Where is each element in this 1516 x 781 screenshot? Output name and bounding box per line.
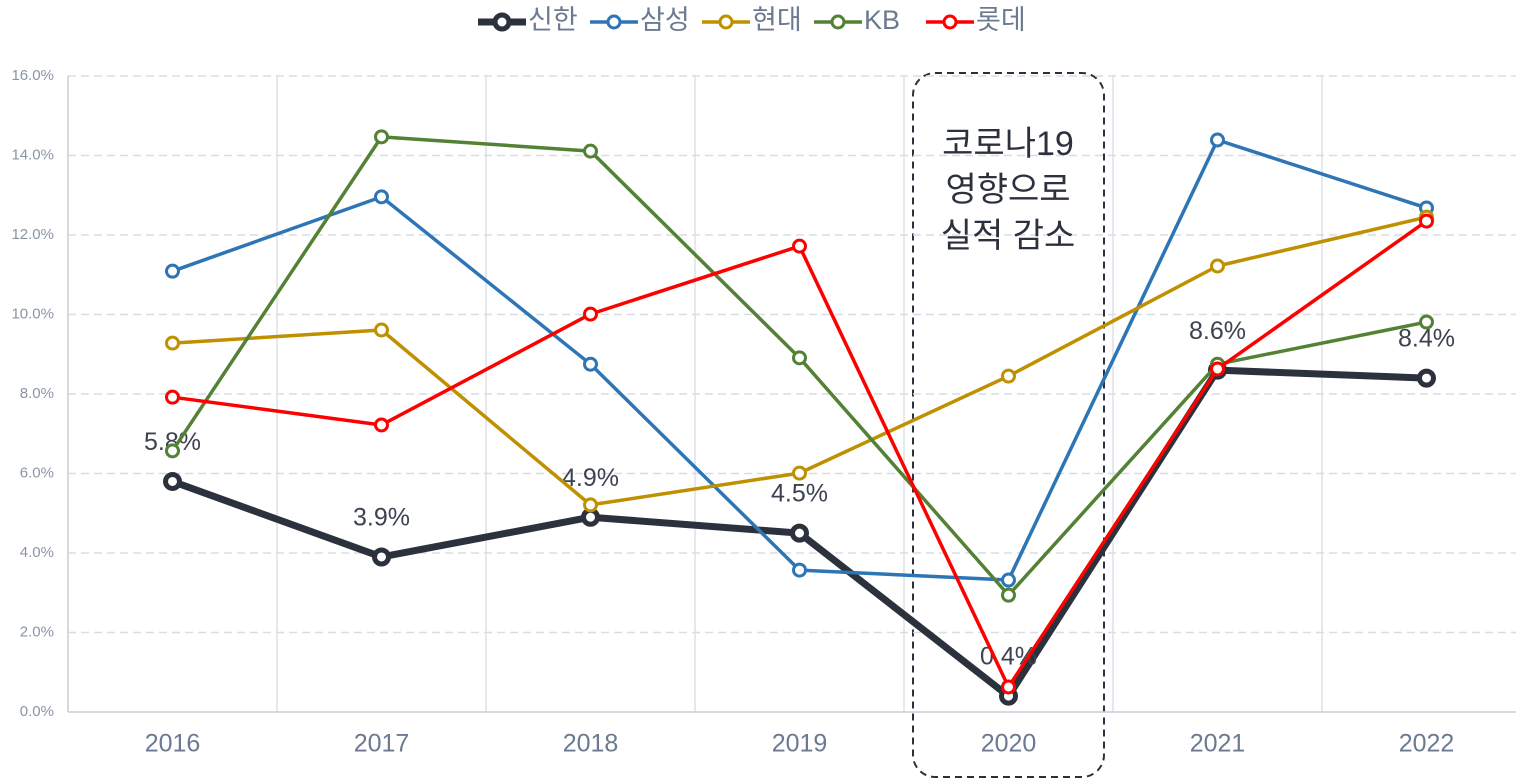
x-tick-label: 2017 [354,730,410,758]
legend-marker [492,12,512,32]
y-tick-label: 6.0% [20,464,54,481]
marker [1419,314,1434,330]
marker [792,238,807,254]
x-tick-label: 2022 [1399,730,1455,758]
marker [165,335,180,351]
y-tick-label: 10.0% [11,305,54,322]
series-line [172,219,1428,689]
marker [583,356,598,372]
legend-label: KB [864,5,900,35]
legend-label: 롯데 [976,5,1026,35]
marker [1210,258,1225,274]
marker [165,389,180,405]
marker [1210,361,1225,377]
y-tick-label: 14.0% [11,146,54,163]
x-tick-label: 2018 [563,730,619,758]
y-tick-label: 2.0% [20,623,54,640]
marker [792,350,807,366]
marker [374,129,389,145]
marker [1001,679,1016,695]
marker [165,263,180,279]
marker [583,497,598,513]
data-label: 3.9% [353,504,410,532]
x-tick-label: 2019 [772,730,828,758]
marker [1419,213,1434,229]
annotation-box [912,72,1105,778]
marker [583,143,598,159]
marker [790,523,809,543]
y-tick-label: 16.0% [11,67,54,84]
annotation: 코로나19 [942,125,1074,163]
x-tick-label: 2020 [981,730,1037,758]
marker [1210,132,1225,148]
legend-label: 현대 [752,5,802,35]
legend-marker [830,14,846,30]
y-tick-label: 12.0% [11,226,54,243]
marker [1001,572,1016,588]
marker [792,465,807,481]
legend-marker [606,14,622,30]
marker [1001,368,1016,384]
marker [1417,368,1436,388]
legend-label: 삼성 [640,5,690,35]
y-tick-label: 8.0% [20,385,54,402]
legend-marker [942,14,958,30]
annotation: 실적 감소 [941,217,1076,255]
marker [792,562,807,578]
marker [165,443,180,459]
x-tick-label: 2021 [1190,730,1246,758]
annotation: 영향으로 [945,171,1070,209]
data-label: 8.6% [1189,317,1246,345]
marker [583,306,598,322]
legend-marker [718,14,734,30]
marker [374,322,389,338]
marker [374,417,389,433]
data-label: 4.5% [771,480,828,508]
y-tick-label: 4.0% [20,544,54,561]
y-tick-label: 0.0% [20,703,54,720]
x-tick-label: 2016 [145,730,201,758]
marker [374,189,389,205]
marker [163,471,182,491]
legend-label: 신한 [528,5,578,35]
marker [372,547,391,567]
marker [1001,587,1016,603]
